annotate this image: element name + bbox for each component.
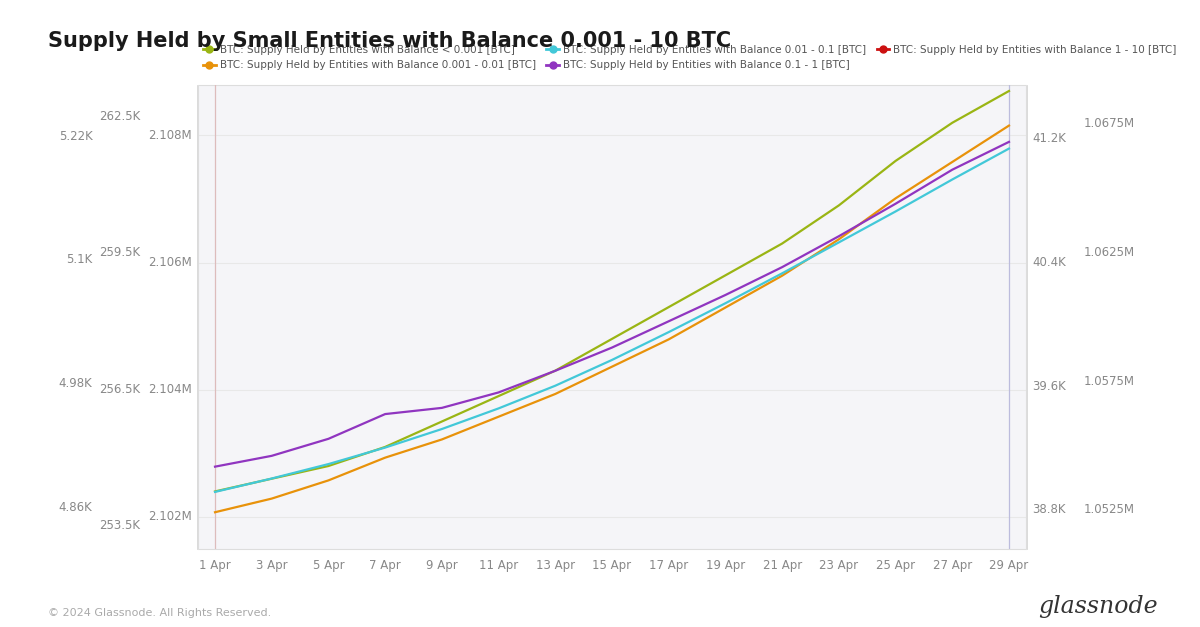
Text: 38.8K: 38.8K (1032, 503, 1066, 517)
Text: 2.108M: 2.108M (149, 129, 192, 142)
Text: 4.98K: 4.98K (59, 377, 92, 390)
Legend: BTC: Supply Held by Entities with Balance < 0.001 [BTC], BTC: Supply Held by Ent: BTC: Supply Held by Entities with Balanc… (203, 45, 1177, 70)
Text: 5.1K: 5.1K (66, 253, 92, 266)
Text: 39.6K: 39.6K (1032, 380, 1066, 393)
Text: 4.86K: 4.86K (59, 501, 92, 514)
Text: 1.0675M: 1.0675M (1084, 117, 1135, 130)
Text: 40.4K: 40.4K (1032, 256, 1066, 269)
Text: 5.22K: 5.22K (59, 130, 92, 143)
Text: Supply Held by Small Entities with Balance 0.001 - 10 BTC: Supply Held by Small Entities with Balan… (48, 31, 731, 51)
Text: 262.5K: 262.5K (100, 110, 140, 123)
Text: © 2024 Glassnode. All Rights Reserved.: © 2024 Glassnode. All Rights Reserved. (48, 608, 271, 618)
Text: 2.102M: 2.102M (149, 510, 192, 524)
Text: glassnode: glassnode (1038, 594, 1158, 618)
Text: 41.2K: 41.2K (1032, 132, 1066, 145)
Text: 1.0625M: 1.0625M (1084, 246, 1135, 259)
Text: 253.5K: 253.5K (100, 519, 140, 532)
Text: 1.0525M: 1.0525M (1084, 503, 1135, 517)
Bar (198, 85, 1026, 549)
Text: 1.0575M: 1.0575M (1084, 374, 1135, 387)
Text: 2.106M: 2.106M (149, 256, 192, 269)
Text: 2.104M: 2.104M (149, 383, 192, 396)
Text: 259.5K: 259.5K (100, 246, 140, 260)
Text: 256.5K: 256.5K (100, 383, 140, 396)
